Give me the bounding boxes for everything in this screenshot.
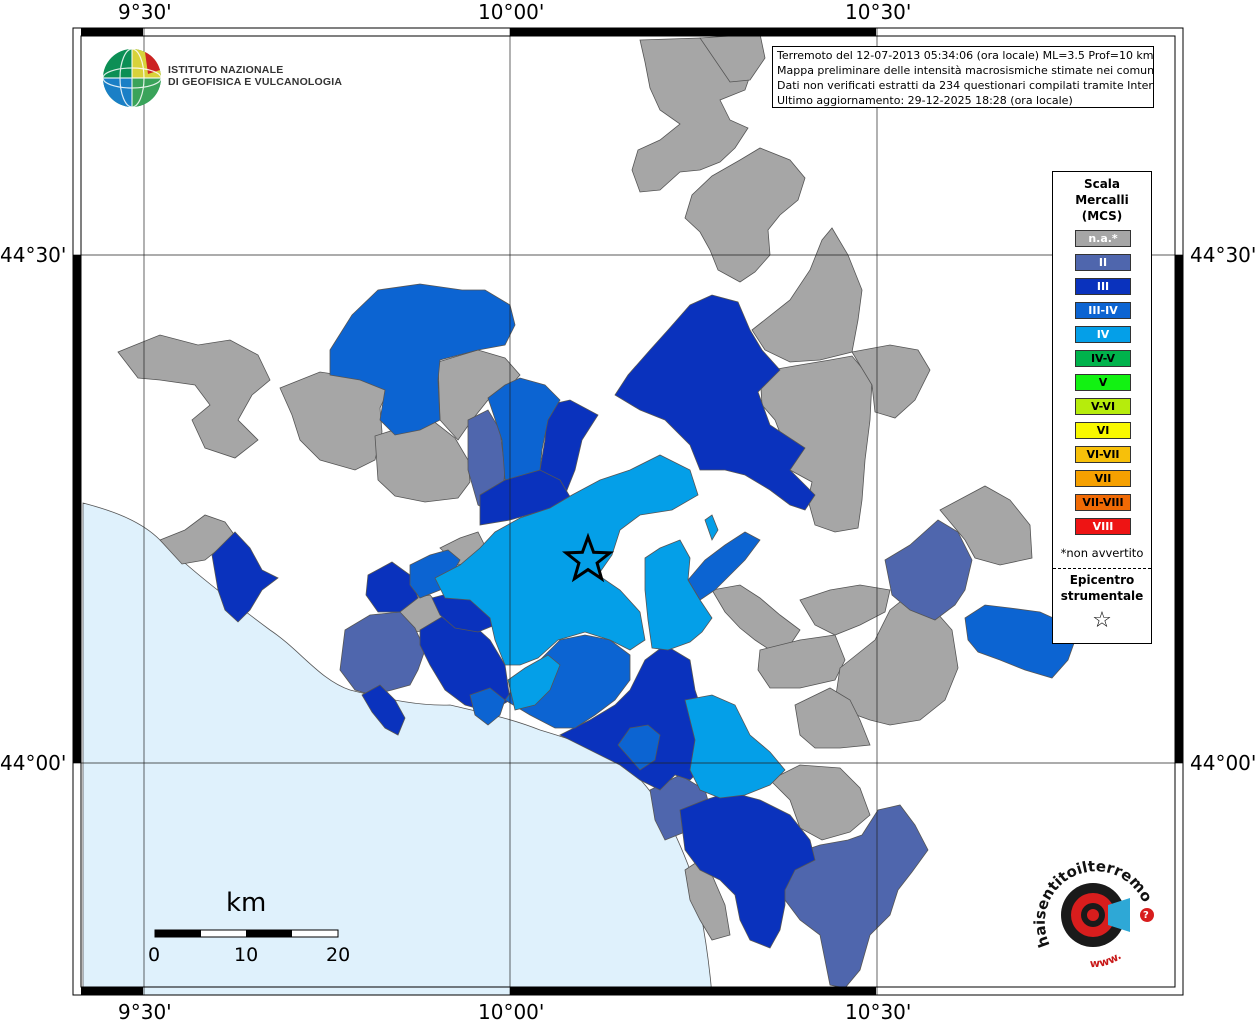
lon-label-1000: 10°00' — [478, 0, 545, 24]
sea — [82, 502, 713, 996]
event-info-line: Dati non verificati estratti da 234 ques… — [777, 79, 1154, 92]
haisentito-question-mark: ? — [1143, 910, 1149, 921]
legend-swatch: n.a.* — [1075, 230, 1131, 247]
municipality — [964, 604, 1079, 679]
event-info-box: Terremoto del 12-07-2013 05:34:06 (ora l… — [772, 46, 1154, 108]
legend-swatch: V — [1075, 374, 1131, 391]
municipality — [769, 764, 871, 841]
legend-divider — [1053, 568, 1151, 569]
event-info-line: Mappa preliminare delle intensità macros… — [777, 64, 1154, 77]
haisentito-logo-label: haisentitoilterremoto.it — [1030, 855, 1156, 950]
institute-name: ISTITUTO NAZIONALE DI GEOFISICA E VULCAN… — [168, 64, 342, 88]
municipalities-intensity-III-IV — [329, 283, 1079, 771]
scale-tick-10: 10 — [234, 944, 259, 966]
municipalities-not-felt — [117, 33, 1033, 941]
lat-label-4430-right: 44°30' — [1190, 243, 1255, 267]
lon-label-1030: 10°30' — [845, 0, 912, 24]
municipality — [704, 514, 719, 541]
municipality — [851, 344, 931, 419]
municipality — [434, 454, 699, 666]
legend-swatch: VI — [1075, 422, 1131, 439]
municipality — [614, 294, 816, 511]
lon-label-1030-bottom: 10°30' — [845, 1000, 912, 1024]
lon-label-930-bottom: 9°30' — [118, 1000, 172, 1024]
legend-swatch: II — [1075, 254, 1131, 271]
legend-note: *non avvertito — [1060, 546, 1144, 560]
svg-text:haisentitoilterremoto.it: haisentitoilterremoto.it — [1030, 855, 1156, 950]
scale-tick-20: 20 — [326, 944, 351, 966]
lat-label-4400-right: 44°00' — [1190, 751, 1255, 775]
lat-label-4430-left: 44°30' — [0, 243, 67, 267]
municipality — [711, 584, 801, 651]
institute-name-line2: DI GEOFISICA E VULCANOLOGIA — [168, 76, 343, 88]
legend-swatch: V-VI — [1075, 398, 1131, 415]
municipality — [507, 654, 561, 711]
legend-epicenter-line: strumentale — [1060, 589, 1144, 603]
municipality — [329, 283, 516, 436]
municipalities-intensity-III — [211, 294, 816, 949]
haisentito-www: www. — [1089, 949, 1123, 970]
municipality — [365, 561, 419, 613]
lon-label-1000-bottom: 10°00' — [478, 1000, 545, 1024]
legend-swatch: VII-VIII — [1075, 494, 1131, 511]
municipality — [504, 634, 631, 729]
municipality — [117, 334, 271, 459]
municipality — [617, 724, 661, 771]
legend-swatch: III-IV — [1075, 302, 1131, 319]
graticule — [73, 28, 1183, 995]
legend-swatch: IV — [1075, 326, 1131, 343]
scale-tick-0: 0 — [148, 944, 161, 966]
legend-star-icon: ☆ — [1092, 608, 1112, 633]
municipality — [211, 531, 279, 623]
municipality — [751, 227, 863, 363]
municipality — [757, 634, 846, 689]
event-info-line: Terremoto del 12-07-2013 05:34:06 (ora l… — [777, 49, 1154, 62]
legend-title: Scala Mercalli (MCS) — [1053, 176, 1151, 224]
municipality — [799, 584, 891, 636]
legend-title-line: (MCS) — [1081, 209, 1123, 223]
legend-swatch: VI-VII — [1075, 446, 1131, 463]
haisentito-logo-text: haisentitoilterremoto.it www. ? — [1030, 855, 1156, 970]
institute-name-line1: ISTITUTO NAZIONALE — [168, 64, 284, 76]
event-info-line: Ultimo aggiornamento: 29-12-2025 18:28 (… — [777, 94, 1073, 107]
municipality — [644, 539, 713, 651]
municipalities-intensity-IV — [434, 454, 786, 799]
svg-text:www.: www. — [1089, 949, 1123, 970]
lon-label-930: 9°30' — [118, 0, 172, 24]
haisentito-logo-icon — [1061, 883, 1154, 947]
municipality — [777, 804, 929, 989]
intensity-legend: Scala Mercalli (MCS) n.a.* II III III-IV IV I… — [1052, 171, 1152, 644]
legend-swatch: VIII — [1075, 518, 1131, 535]
scale-unit: km — [226, 888, 267, 918]
municipality — [794, 687, 871, 749]
municipality — [884, 519, 973, 621]
legend-swatch: VII — [1075, 470, 1131, 487]
scale-bar — [154, 929, 339, 938]
map-frame — [72, 27, 1184, 996]
municipality — [939, 485, 1033, 566]
legend-title-line: Scala — [1083, 177, 1121, 191]
municipality — [361, 684, 406, 736]
municipality — [487, 377, 561, 481]
municipality — [339, 611, 426, 696]
municipality — [279, 371, 393, 471]
municipality — [539, 399, 599, 501]
municipality — [687, 531, 761, 601]
epicenter-star-icon — [561, 532, 615, 583]
municipality — [684, 694, 786, 799]
ingv-logo-icon — [102, 48, 162, 108]
legend-epicenter-label: Epicentro strumentale — [1053, 572, 1151, 604]
municipality — [469, 687, 506, 726]
legend-swatch: IV-V — [1075, 350, 1131, 367]
legend-epicenter-line: Epicentro — [1069, 573, 1135, 587]
legend-title-line: Mercalli — [1075, 193, 1129, 207]
lat-label-4400-left: 44°00' — [0, 751, 67, 775]
legend-swatch: III — [1075, 278, 1131, 295]
municipality — [679, 791, 816, 949]
